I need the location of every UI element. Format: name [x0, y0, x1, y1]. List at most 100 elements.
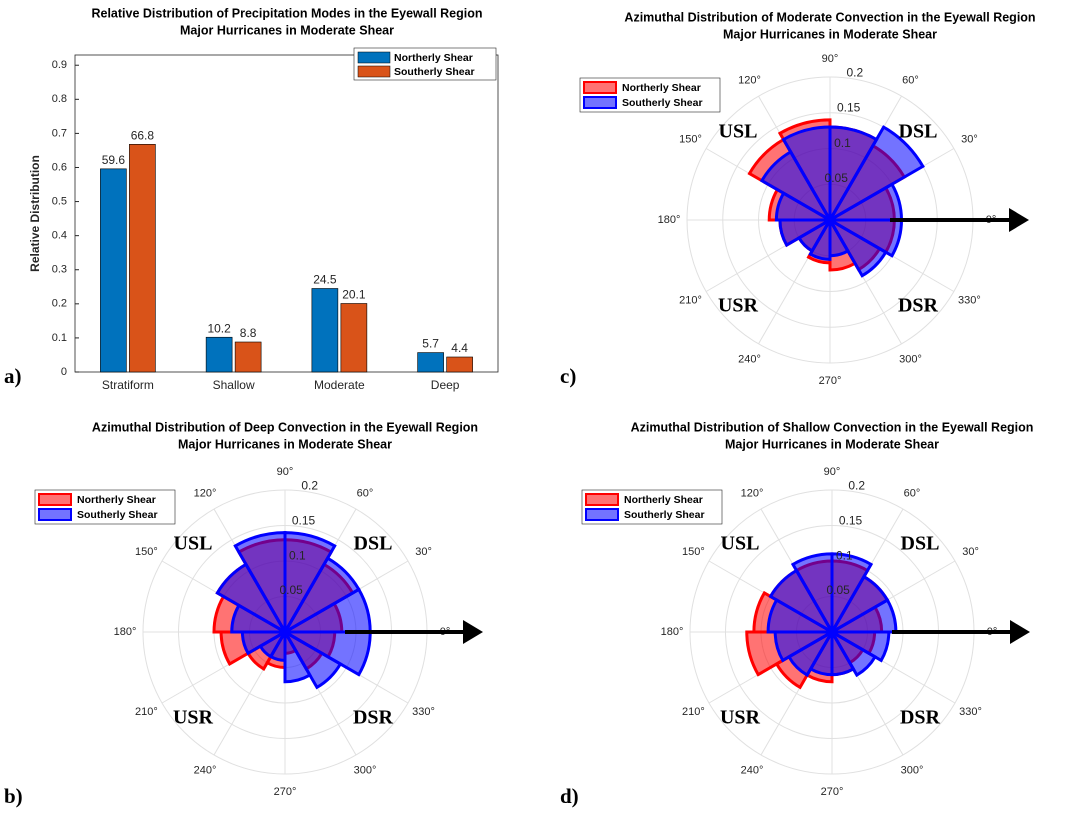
legend-swatch: [585, 508, 619, 521]
polar-bar: [215, 562, 290, 637]
panel-label: a): [4, 364, 22, 388]
theta-tick-label: 270°: [274, 786, 297, 798]
y-tick-label: 0.4: [52, 230, 67, 242]
theta-tick-label: 270°: [819, 375, 842, 387]
theta-tick-label: 330°: [412, 706, 435, 718]
chart-title: Azimuthal Distribution of Moderate Conve…: [624, 10, 1035, 24]
legend-swatch: [357, 51, 391, 64]
theta-tick-label: 150°: [679, 133, 702, 145]
bar: [205, 336, 233, 373]
chart-title: Azimuthal Distribution of Deep Convectio…: [92, 420, 478, 434]
theta-tick-label: 120°: [738, 74, 761, 86]
theta-tick-label: 210°: [135, 706, 158, 718]
r-tick-label: 0.1: [836, 548, 853, 562]
bar: [446, 356, 473, 373]
panel-label: b): [4, 784, 23, 808]
theta-tick-label: 90°: [277, 466, 294, 478]
y-tick-label: 0.2: [52, 298, 67, 310]
theta-tick-label: 60°: [902, 74, 919, 86]
quadrant-label: DSR: [898, 295, 939, 317]
polar-bar: [786, 627, 837, 678]
legend-label: Southerly Shear: [622, 97, 703, 109]
legend-label: Northerly Shear: [622, 82, 701, 94]
legend-label: Northerly Shear: [624, 494, 703, 506]
quadrant-label: USL: [174, 533, 213, 555]
quadrant-label: DSL: [901, 533, 940, 555]
polar-bar: [233, 531, 287, 638]
legend-label: Northerly Shear: [77, 494, 156, 506]
theta-tick-label: 150°: [682, 546, 705, 558]
polar-bar: [781, 125, 832, 226]
theta-tick-label: 210°: [679, 294, 702, 306]
r-tick-label: 0.05: [825, 171, 849, 185]
theta-tick-label: 240°: [194, 764, 217, 776]
value-label: 59.6: [102, 153, 126, 167]
quadrant-label: USL: [721, 533, 760, 555]
chart-panel: 0°30°60°90°120°150°180°210°240°270°300°3…: [4, 420, 483, 808]
polar-bar: [826, 630, 891, 663]
quadrant-label: USR: [173, 707, 214, 729]
chart-panel: 0°30°60°90°120°150°180°210°240°270°300°3…: [560, 10, 1036, 388]
theta-tick-label: 60°: [357, 487, 374, 499]
quadrant-label: USR: [718, 295, 759, 317]
theta-tick-label: 90°: [824, 466, 841, 478]
chart-subtitle: Major Hurricanes in Moderate Shear: [723, 27, 937, 41]
quadrant-label: DSR: [353, 707, 394, 729]
theta-tick-label: 300°: [354, 764, 377, 776]
value-label: 8.8: [240, 326, 257, 340]
legend-swatch: [38, 493, 72, 506]
y-tick-label: 0.6: [52, 161, 67, 173]
y-tick-label: 0.5: [52, 195, 67, 207]
y-tick-label: 0: [61, 366, 67, 378]
quadrant-label: DSL: [899, 121, 938, 143]
value-label: 20.1: [342, 288, 366, 302]
theta-tick-label: 30°: [961, 133, 978, 145]
theta-tick-label: 60°: [904, 487, 921, 499]
legend-label: Southerly Shear: [394, 66, 475, 78]
value-label: 24.5: [313, 273, 337, 287]
r-tick-label: 0.2: [846, 65, 863, 79]
polar-bar: [825, 125, 925, 225]
legend-label: Southerly Shear: [624, 509, 705, 521]
value-label: 4.4: [451, 341, 468, 355]
theta-tick-label: 150°: [135, 546, 158, 558]
theta-tick-label: 30°: [415, 546, 432, 558]
theta-tick-label: 90°: [822, 53, 839, 65]
theta-tick-label: 330°: [959, 706, 982, 718]
theta-tick-label: 330°: [958, 294, 981, 306]
chart-title: Azimuthal Distribution of Shallow Convec…: [631, 420, 1034, 434]
legend-label: Northerly Shear: [394, 52, 473, 64]
quadrant-label: USR: [720, 707, 761, 729]
y-tick-label: 0.1: [52, 332, 67, 344]
x-tick-label: Stratiform: [102, 378, 154, 392]
chart-subtitle: Major Hurricanes in Moderate Shear: [725, 437, 939, 451]
theta-tick-label: 120°: [194, 487, 217, 499]
value-label: 10.2: [207, 321, 231, 335]
x-tick-label: Moderate: [314, 378, 365, 392]
theta-tick-label: 180°: [661, 626, 684, 638]
theta-tick-label: 300°: [899, 353, 922, 365]
r-tick-label: 0.1: [289, 548, 306, 562]
legend-swatch: [38, 508, 72, 521]
theta-tick-label: 180°: [658, 214, 681, 226]
theta-tick-label: 240°: [738, 353, 761, 365]
bar: [311, 288, 339, 373]
value-label: 66.8: [131, 128, 155, 142]
theta-tick-label: 30°: [962, 546, 979, 558]
r-tick-label: 0.05: [826, 583, 850, 597]
r-tick-label: 0.1: [834, 136, 851, 150]
polar-bar: [774, 191, 836, 222]
polar-bar: [766, 598, 838, 634]
r-tick-label: 0.15: [839, 513, 863, 527]
theta-tick-label: 240°: [741, 764, 764, 776]
legend-swatch: [583, 96, 617, 109]
legend-swatch: [583, 81, 617, 94]
bar: [340, 303, 368, 373]
r-tick-label: 0.15: [837, 101, 861, 115]
bar: [417, 352, 444, 373]
panel-label: c): [560, 364, 576, 388]
bar: [100, 168, 127, 373]
y-tick-label: 0.7: [52, 127, 67, 139]
value-label: 5.7: [422, 337, 439, 351]
theta-tick-label: 180°: [114, 626, 137, 638]
